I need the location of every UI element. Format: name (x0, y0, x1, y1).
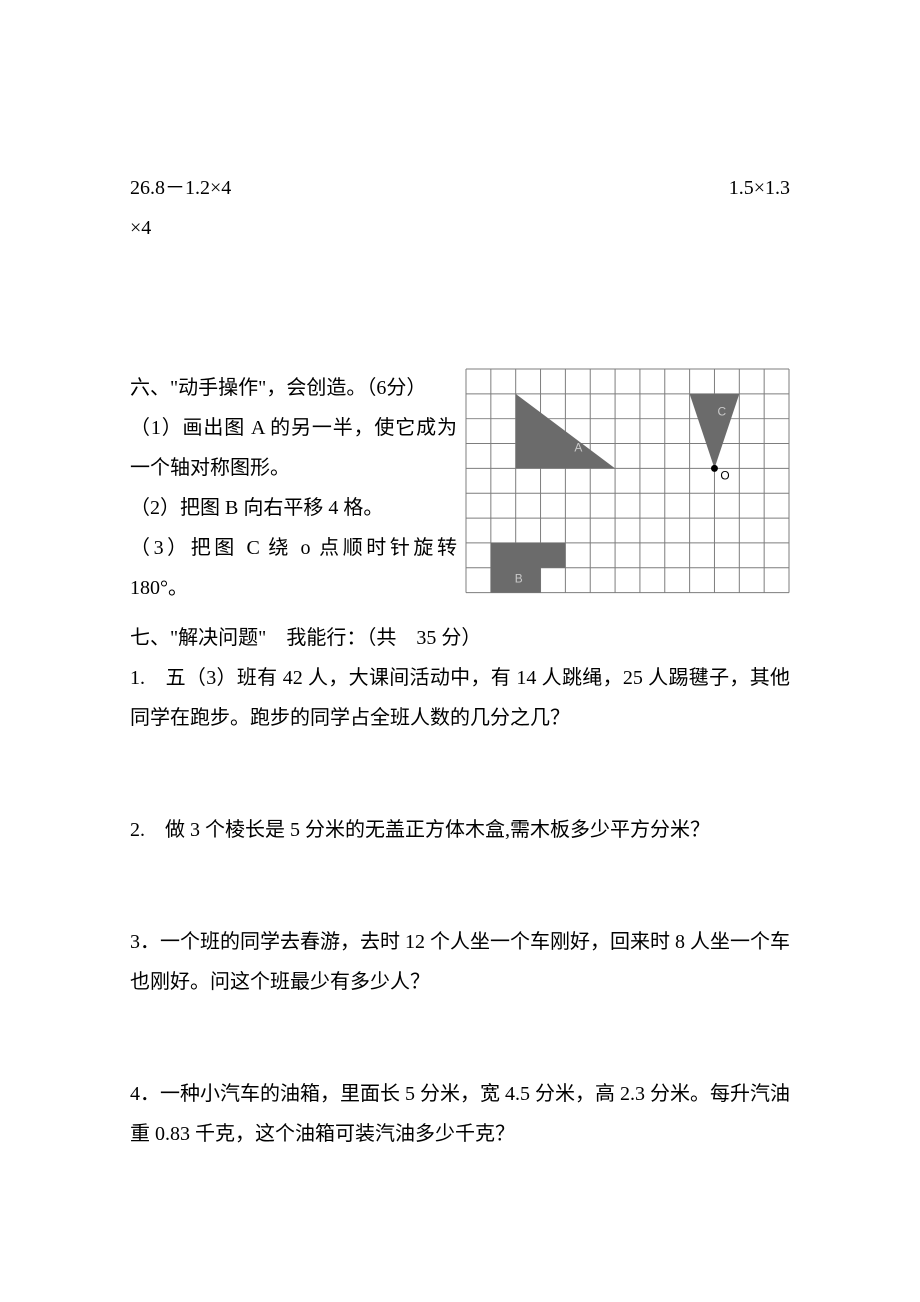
section-six-item1: （1）画出图 A 的另一半，使它成为一个轴对称图形。 (130, 408, 457, 488)
section-seven-title: 七、"解决问题" 我能行：（共 35 分） (130, 618, 790, 658)
question-2: 2. 做 3 个棱长是 5 分米的无盖正方体木盒,需木板多少平方分米？ (130, 810, 790, 850)
expression-row: 26.8－1.2×4 1.5×1.3 (130, 168, 790, 208)
label-o: O (720, 468, 729, 482)
section-six-item3: （3）把图 C 绕 o 点顺时针旋转180°。 (130, 528, 457, 608)
grid-figure: A C O B (465, 368, 790, 594)
section-six: 六、"动手操作"，会创造。（6分） （1）画出图 A 的另一半，使它成为一个轴对… (130, 368, 790, 608)
question-4: 4．一种小汽车的油箱，里面长 5 分米，宽 4.5 分米，高 2.3 分米。每升… (130, 1074, 790, 1154)
expression-left: 26.8－1.2×4 (130, 168, 231, 208)
label-c: C (717, 405, 726, 419)
label-b: B (515, 572, 523, 586)
question-1: 1. 五（3）班有 42 人，大课间活动中，有 14 人跳绳，25 人踢毽子，其… (130, 658, 790, 738)
expression-wrap: ×4 (130, 208, 790, 248)
expression-right: 1.5×1.3 (729, 168, 790, 208)
point-o (711, 465, 718, 472)
question-3: 3．一个班的同学去春游，去时 12 个人坐一个车刚好，回来时 8 人坐一个车也刚… (130, 922, 790, 1002)
label-a: A (574, 440, 582, 454)
section-six-title: 六、"动手操作"，会创造。（6分） (130, 368, 457, 408)
section-six-item2: （2）把图 B 向右平移 4 格。 (130, 488, 457, 528)
section-six-text: 六、"动手操作"，会创造。（6分） （1）画出图 A 的另一半，使它成为一个轴对… (130, 368, 465, 608)
